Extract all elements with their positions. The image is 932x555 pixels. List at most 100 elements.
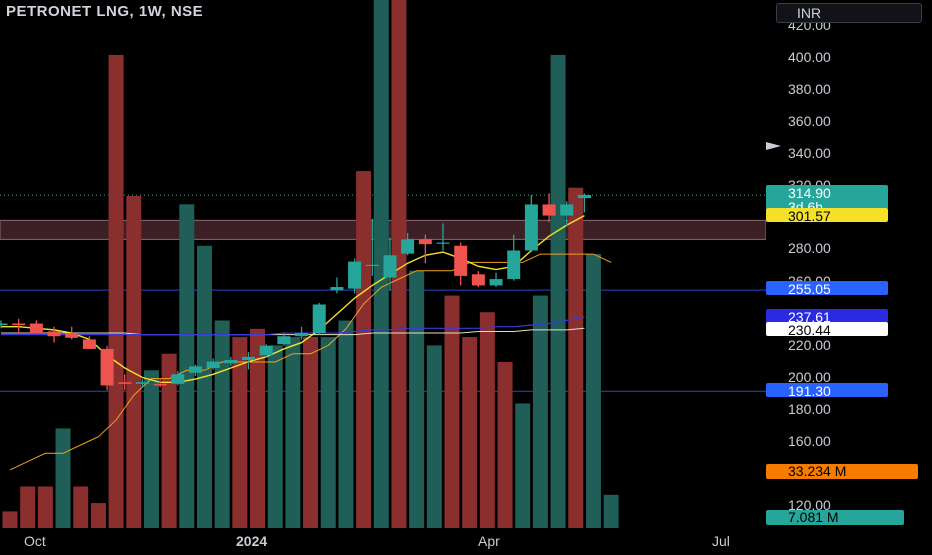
candle-body (401, 239, 415, 254)
candle-body (0, 323, 8, 326)
volume-bar (338, 320, 354, 528)
candle-body (29, 323, 43, 334)
volume-bar (356, 171, 372, 528)
level-191-tag-text: 191.30 (788, 383, 831, 399)
volume-bar (161, 353, 177, 528)
ma-mid-line (1, 316, 585, 336)
symbol-title: PETRONET LNG, 1W, NSE (6, 3, 204, 20)
volume-bar (285, 337, 301, 528)
volume-bar (497, 362, 513, 528)
price-tick-label: 340.00 (788, 145, 831, 161)
price-tick-label: 180.00 (788, 401, 831, 417)
volume-bar (232, 337, 248, 528)
volume-bar (391, 0, 407, 529)
candle-body (524, 204, 538, 251)
volume-bar (267, 345, 283, 528)
candle-body (489, 279, 503, 286)
price-axis-bg (766, 0, 932, 550)
candle-body (295, 333, 309, 337)
ma-long-tag: 230.44 (766, 322, 888, 338)
ma-long-line (1, 327, 585, 336)
volume-bar (426, 345, 442, 528)
ema-short-tag-bg (766, 208, 888, 222)
volume-ma-tag: 33.234 M (766, 463, 918, 479)
price-tick-label: 220.00 (788, 337, 831, 353)
ma-long-tag-text: 230.44 (788, 322, 831, 338)
volume-tag: 7.081 M (766, 509, 904, 525)
ma-mid-tag-bg (766, 309, 888, 323)
volume-bar (108, 54, 124, 529)
volume-bar (303, 337, 319, 528)
moving-averages-layer (1, 214, 585, 383)
candle-body (471, 274, 485, 286)
volume-bar (568, 187, 584, 528)
volume-bar (250, 328, 266, 528)
price-tick-label: 200.00 (788, 369, 831, 385)
volume-tag-bg (766, 510, 904, 525)
candle-body (47, 331, 61, 337)
candle-body (542, 204, 556, 216)
candle-body (118, 382, 132, 384)
alert-marker-icon (766, 142, 781, 150)
candle-body (330, 287, 344, 291)
level-255-tag-text: 255.05 (788, 281, 831, 297)
volume-bar (462, 337, 478, 528)
price-tick-label: 380.00 (788, 81, 831, 97)
candle-body (12, 323, 26, 326)
candle-body (206, 361, 220, 368)
level-255-tag-bg (766, 281, 888, 295)
candle-body (507, 250, 521, 280)
candles-layer (0, 193, 591, 391)
volume-bar (479, 312, 495, 528)
level-255-tag: 255.05 (766, 281, 888, 297)
candle-body (577, 194, 591, 199)
time-tick-label: Oct (24, 533, 46, 549)
time-tick-label: Jul (712, 533, 730, 549)
price-axis[interactable]: 420.00400.00380.00360.00340.00320.00280.… (766, 0, 932, 550)
candle-body (365, 264, 379, 266)
volume-bar (143, 370, 159, 528)
candle-body (277, 336, 291, 345)
volume-bar (214, 320, 230, 528)
volume-ma-tag-bg (766, 464, 918, 479)
time-tick-label: Apr (478, 533, 500, 549)
candle-body (560, 204, 574, 216)
candle-body (65, 333, 79, 338)
time-axis[interactable]: Oct 2024 Apr Jul (24, 533, 730, 549)
candle-body (224, 360, 238, 364)
volume-bar (90, 503, 106, 528)
candle-body (436, 242, 450, 244)
candle-body (100, 348, 114, 386)
last-price-tag-text: 314.90 (788, 185, 831, 201)
volume-bar (532, 295, 548, 528)
volume-layer (2, 0, 619, 529)
volume-bar (585, 254, 601, 528)
volume-bar (20, 486, 36, 528)
ema-short-tag-text: 301.57 (788, 208, 831, 224)
volume-bar (179, 204, 195, 529)
volume-bar (196, 245, 212, 529)
candle-body (454, 245, 468, 276)
ma-mid-tag-text: 237.61 (788, 309, 831, 325)
volume-bar (373, 0, 389, 529)
candle-body (153, 383, 167, 386)
volume-bar (603, 494, 619, 528)
volume-ma-tag-text: 33.234 M (788, 463, 846, 479)
level-191-tag-bg (766, 383, 888, 397)
volume-bar (37, 486, 53, 528)
volume-bar (409, 270, 425, 528)
candle-body (348, 261, 362, 289)
candle-body (135, 382, 149, 384)
ema-short-tag: 301.57 (766, 208, 888, 224)
candle-body (418, 239, 432, 245)
currency-selector[interactable]: INR (776, 3, 922, 23)
volume-bar (320, 337, 336, 528)
candle-body (171, 374, 185, 384)
ma-long-tag-bg (766, 322, 888, 336)
candle-body (259, 345, 273, 356)
volume-bar (55, 428, 71, 528)
volume-bar (550, 54, 566, 529)
